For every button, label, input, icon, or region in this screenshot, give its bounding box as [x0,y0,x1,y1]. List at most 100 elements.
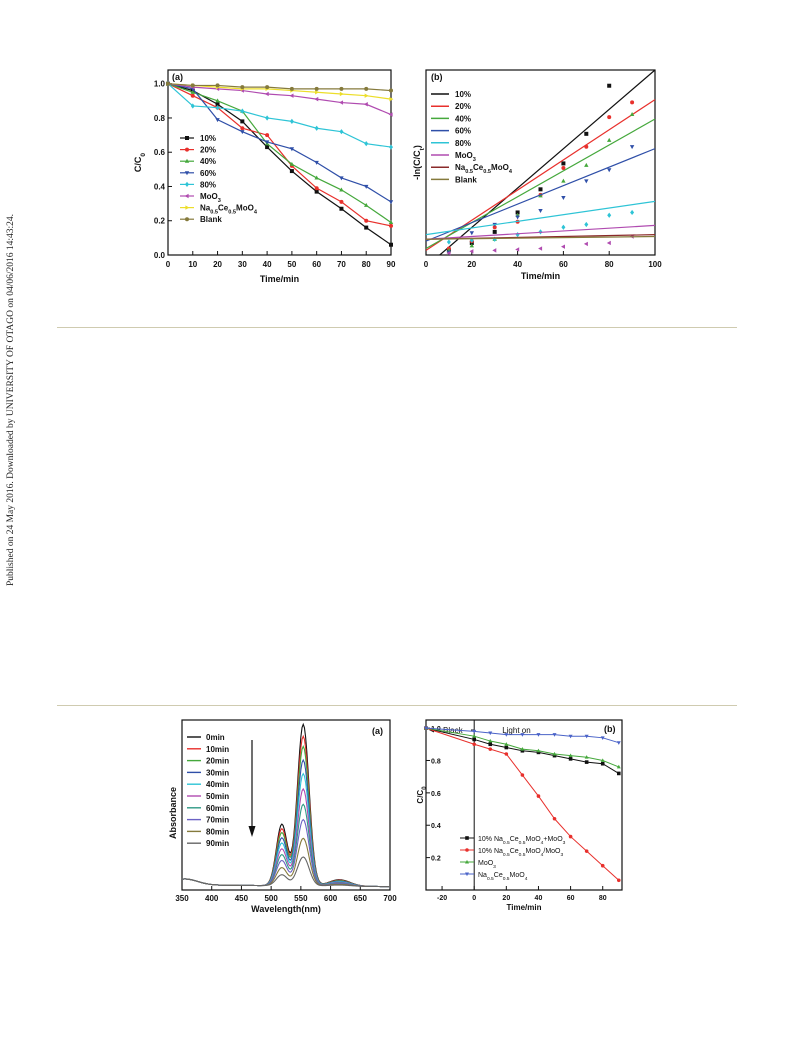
data-point [616,771,621,776]
legend-label: Na0.5Ce0.5MoO4 [200,204,258,216]
time-arrow-head [248,826,256,837]
panel-label: (a) [372,726,383,736]
x-tick-label: 60 [312,260,321,269]
data-point [339,199,344,204]
data-point [520,748,525,753]
data-point [264,91,269,97]
x-tick-label: 80 [599,895,607,902]
data-point [240,108,245,114]
x-tick-label: 30 [238,260,247,269]
data-point [584,144,589,149]
data-point [388,112,393,117]
legend-label: Blank [455,175,477,184]
legend-label: MoO3 [200,192,221,204]
legend-entry: 90min [187,839,229,848]
legend-entry: 0min [187,733,225,742]
legend-entry: Na0.5Ce0.5MoO4 [180,204,258,216]
data-point [584,734,589,739]
data-point [240,85,245,90]
x-tick-label: 10 [188,260,197,269]
legend-entry: 80% [431,139,471,148]
legend-entry: 20min [187,757,229,766]
y-tick-label: 1.0 [154,80,166,89]
legend-label: MoO3 [478,860,496,870]
series-Blank [166,81,393,93]
data-point [240,126,245,131]
data-point [568,753,573,758]
legend-label: 80% [200,180,216,189]
legend-entry: 80min [187,827,229,836]
data-point [538,246,543,251]
y-tick-label: 0.4 [431,823,441,830]
data-point [314,96,319,102]
x-axis-label: Time/min [521,271,560,281]
legend-label: 10% [200,134,216,143]
data-point [190,83,195,88]
data-point [607,212,612,218]
data-point [314,160,319,165]
x-tick-label: 70 [337,260,346,269]
data-point [488,747,493,751]
data-point [552,733,557,737]
x-tick-label: 400 [205,894,219,903]
data-point [215,83,220,88]
legend-label: 40% [455,114,471,123]
data-point [472,742,476,747]
data-point [584,849,589,853]
series-MoO3 [165,81,393,117]
series-line [167,83,392,246]
data-point [364,202,369,207]
y-axis-label: Absorbance [168,787,178,839]
series-Na0.5Ce0.5MoO4 [424,726,621,745]
data-point [536,750,541,755]
data-point [504,745,509,750]
x-tick-label: 0 [166,260,171,269]
data-point [616,878,621,883]
y-tick-label: 0.2 [154,217,166,226]
legend-entry: 10% Na0.5Ce0.5MoO4+MoO3 [460,836,566,846]
annotation-dark: Black [443,726,464,735]
legend-marker [465,859,469,864]
data-point [629,112,635,116]
x-tick-label: 500 [264,894,278,903]
data-point [561,161,566,166]
data-point [600,758,605,762]
legend-label: 40% [200,157,216,166]
plot-frame [181,719,391,891]
data-point [472,729,477,734]
data-point [315,90,320,95]
data-point [561,166,566,171]
legend-marker [185,147,189,152]
fit-line [425,200,656,236]
data-point [289,93,294,98]
data-point [492,248,497,253]
data-point [600,736,605,740]
data-point [538,209,543,213]
series-80% [166,81,393,150]
divider-bottom [57,705,737,706]
legend-entry: 10% Na0.5Ce0.5MoO4/MoO3 [460,848,564,858]
data-point [364,184,369,189]
data-point [607,83,612,88]
data-point [561,244,565,249]
x-tick-label: 60 [559,260,568,269]
x-tick-label: 100 [648,260,662,269]
data-point [584,760,589,764]
data-point [584,131,589,136]
data-point [265,115,270,121]
x-tick-label: 40 [513,260,522,269]
data-point [561,178,566,183]
legend-marker [184,158,190,163]
data-point [469,243,474,248]
data-point [339,100,344,105]
data-point [388,220,394,225]
series-MoO3 [425,224,656,256]
data-point [190,93,195,98]
y-tick-label: 0.6 [154,148,166,157]
legend-label: 70min [206,816,229,825]
data-point [584,179,589,184]
legend-entry: 20% [180,146,216,155]
legend-marker [184,193,189,199]
legend-entry: MoO3 [460,859,496,870]
data-point [504,752,509,756]
